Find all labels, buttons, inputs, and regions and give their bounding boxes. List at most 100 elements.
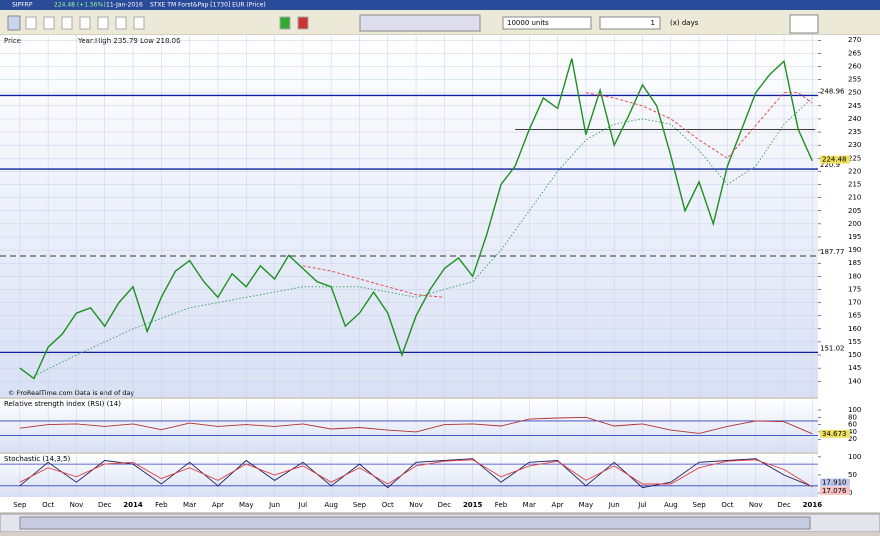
x-tick-label: Jul — [298, 501, 308, 509]
series-line — [19, 458, 813, 489]
rsi-panel — [0, 399, 818, 452]
y-tick-label: 40 — [848, 428, 857, 436]
y-tick-label: 225 — [848, 154, 861, 162]
y-tick-label: 175 — [848, 285, 861, 293]
last-value-label: 224.48 — [822, 156, 847, 164]
x-tick-label: Nov — [749, 501, 763, 509]
x-tick-label: 2015 — [463, 501, 483, 509]
y-tick-label: 100 — [848, 453, 861, 461]
x-tick-label: Oct — [42, 501, 54, 509]
y-tick-label: 200 — [848, 220, 861, 228]
time-axis-area — [0, 497, 880, 512]
y-tick-label: 230 — [848, 141, 861, 149]
panel-title: Price — [4, 37, 21, 45]
series-line — [19, 416, 813, 435]
y-tick-label: 270 — [848, 36, 861, 44]
last-value-box — [820, 486, 850, 495]
x-tick-label: Mar — [183, 501, 196, 509]
stochastic-panel — [0, 454, 818, 497]
period-field[interactable] — [599, 16, 661, 30]
y-tick-label: 80 — [848, 413, 857, 421]
plots: 1401451501551601651701751801851901952002… — [0, 35, 861, 509]
y-tick-label: 255 — [848, 76, 861, 84]
y-tick-label: 220 — [848, 167, 861, 175]
y-tick-label: 150 — [848, 351, 861, 359]
y-tick-label: 100 — [848, 406, 861, 414]
scroll-thumb[interactable] — [19, 516, 811, 530]
last-value-box — [820, 478, 850, 487]
x-tick-label: Jun — [268, 501, 280, 509]
y-tick-label: 265 — [848, 49, 861, 57]
y-tick-label: 260 — [848, 62, 861, 70]
y-tick-label: 205 — [848, 207, 861, 215]
units: 10000 units — [507, 19, 549, 27]
x-tick-label: Sep — [353, 501, 367, 509]
x-tick-label: Apr — [552, 501, 564, 509]
x-tick-label: Feb — [155, 501, 168, 509]
series-line — [19, 459, 813, 488]
symbol: SIPFRP — [12, 2, 33, 9]
y-tick-label: 165 — [848, 312, 861, 320]
last-value-label: 17.076 — [822, 487, 847, 495]
y-tick-label: 20 — [848, 435, 857, 443]
panel-subtitle: Year:High 235.79 Low 218.06 — [77, 37, 181, 45]
y-tick-label: 140 — [848, 377, 861, 385]
x-tick-label: May — [239, 501, 253, 509]
series-line — [302, 92, 813, 298]
y-tick-label: 170 — [848, 299, 861, 307]
y-tick-label: 50 — [848, 471, 857, 479]
y-tick-label: 195 — [848, 233, 861, 241]
x-tick-label: Mar — [523, 501, 536, 509]
price-panel — [0, 35, 818, 397]
x-tick-label: Dec — [438, 501, 452, 509]
x-tick-label: Sep — [693, 501, 707, 509]
y-tick-label: 185 — [848, 259, 861, 267]
y-tick-label: 60 — [848, 421, 857, 429]
y-tick-label: 240 — [848, 115, 861, 123]
period-unit: (x) days — [670, 19, 699, 27]
x-tick-label: Nov — [70, 501, 84, 509]
panel-title: Stochastic (14,3,5) — [4, 455, 70, 463]
series-line — [33, 97, 813, 377]
y-tick-label: 0 — [848, 489, 852, 497]
y-tick-label: 250 — [848, 89, 861, 97]
level-label: 151.02 — [820, 344, 845, 352]
x-tick-label: Aug — [324, 501, 338, 509]
x-tick-label: Sep — [13, 501, 27, 509]
x-tick-label: Dec — [777, 501, 791, 509]
x-tick-label: Oct — [721, 501, 733, 509]
x-tick-label: Jul — [637, 501, 647, 509]
x-tick-label: Aug — [664, 501, 678, 509]
value-axis-area — [818, 35, 880, 497]
level-label: 248.96 — [820, 87, 845, 95]
x-tick-label: Oct — [382, 501, 394, 509]
date: 11-Jan-2016 — [106, 2, 143, 9]
panel-title: Relative strength index (RSI) (14) — [4, 400, 121, 408]
instrument: STXE TM Forst&Pap [1730] EUR (Price) — [150, 2, 266, 9]
toolbar-icons[interactable] — [7, 14, 819, 34]
x-tick-label: 2014 — [123, 501, 143, 509]
level-label: 187.77 — [820, 248, 845, 256]
quote: 224.48 (+1.56%) — [54, 2, 106, 9]
units-field[interactable] — [502, 16, 592, 30]
y-tick-label: 155 — [848, 338, 861, 346]
x-tick-label: Apr — [212, 501, 224, 509]
x-tick-label: May — [579, 501, 593, 509]
series-line — [19, 58, 813, 380]
y-tick-label: 160 — [848, 325, 861, 333]
last-value-box — [820, 155, 850, 164]
y-tick-label: 235 — [848, 128, 861, 136]
title-bar — [0, 0, 880, 10]
x-tick-label: Feb — [495, 501, 508, 509]
y-tick-label: 215 — [848, 181, 861, 189]
y-tick-label: 245 — [848, 102, 861, 110]
y-tick-label: 180 — [848, 272, 861, 280]
x-tick-label: Jun — [608, 501, 620, 509]
last-value-box — [820, 429, 850, 438]
last-value-label: 17.910 — [822, 479, 847, 487]
annotation: © ProRealTime.com Data is end of day — [8, 389, 134, 397]
x-tick-label: Nov — [409, 501, 423, 509]
last-value-label: 34.673 — [822, 430, 847, 438]
